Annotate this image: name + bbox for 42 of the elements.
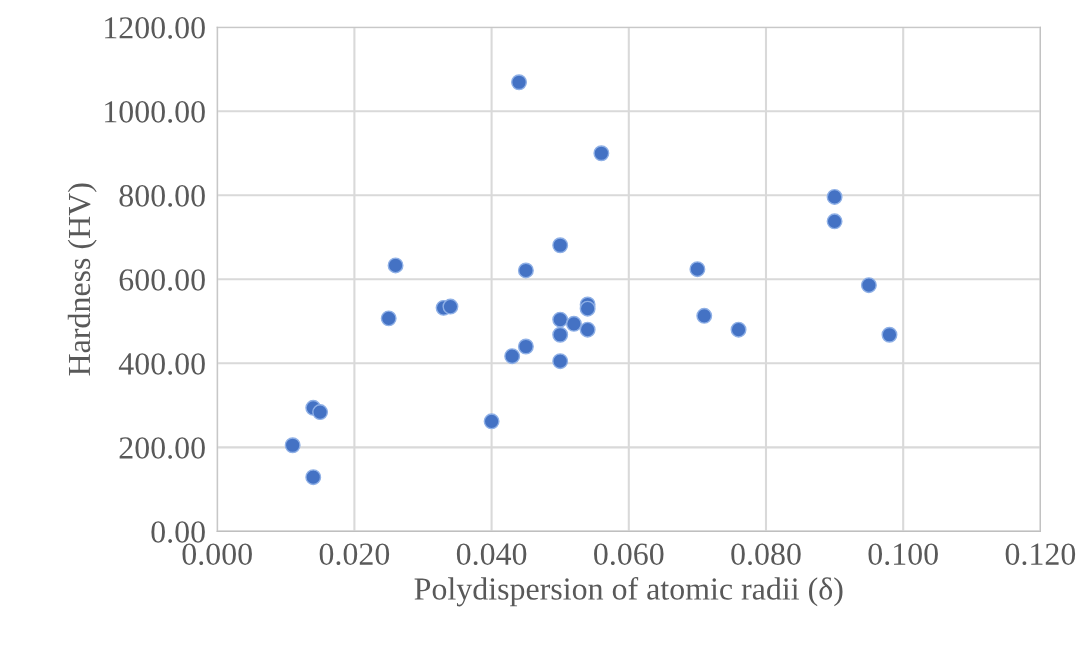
point [552,237,569,254]
y-tick-label: 600.00 [119,269,205,291]
point [579,321,596,338]
y-tick-label: 200.00 [119,437,205,459]
point [593,145,610,162]
point [730,321,747,338]
point [517,338,534,355]
point [579,300,596,317]
point [517,262,534,279]
point [881,326,898,343]
point [826,213,843,230]
x-tick-label: 0.000 [182,543,252,566]
x-tick-label: 0.080 [731,543,801,566]
x-tick-label: 0.100 [868,543,938,566]
x-tick-label: 0.020 [319,543,390,566]
x-tick-label: 0.040 [456,543,527,566]
point [860,277,877,294]
point [696,307,713,324]
y-tick-label: 800.00 [119,185,205,207]
point [284,437,301,454]
point [565,315,582,332]
point [552,353,569,370]
point [305,469,322,486]
x-tick-label: 0.060 [594,543,664,566]
point [312,404,329,421]
x-axis-title: Polydispersion of atomic radii (δ) [414,577,843,607]
point [552,311,569,328]
point [689,261,706,278]
point [504,348,521,365]
point [826,188,843,205]
point [511,74,528,91]
y-tick-label: 400.00 [118,353,205,375]
y-tick-label: 0.00 [151,521,205,543]
point [387,257,404,274]
point [483,413,500,430]
point [380,310,397,327]
y-axis-title: Hardness (HV) [67,183,97,376]
point [442,298,459,315]
y-tick-label: 1200.00 [105,17,205,39]
point [552,326,569,343]
x-tick-label: 0.120 [1005,543,1076,566]
y-tick-label: 1000.00 [105,101,205,123]
